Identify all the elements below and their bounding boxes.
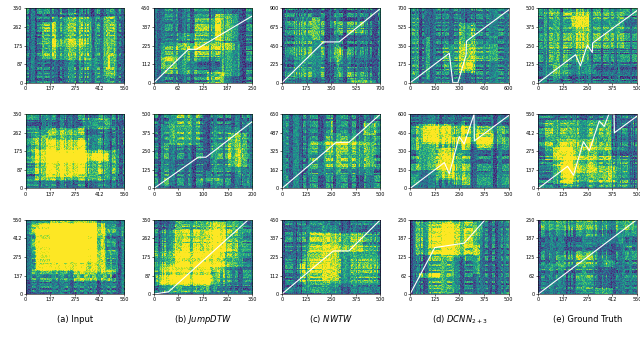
Text: (b) $JumpDTW$: (b) $JumpDTW$ <box>174 313 232 326</box>
Text: (c) $NWTW$: (c) $NWTW$ <box>309 313 353 325</box>
Text: (d) $DCNN_{2+3}$: (d) $DCNN_{2+3}$ <box>431 313 487 325</box>
Text: (a) Input: (a) Input <box>57 315 93 324</box>
Text: (e) Ground Truth: (e) Ground Truth <box>553 315 622 324</box>
